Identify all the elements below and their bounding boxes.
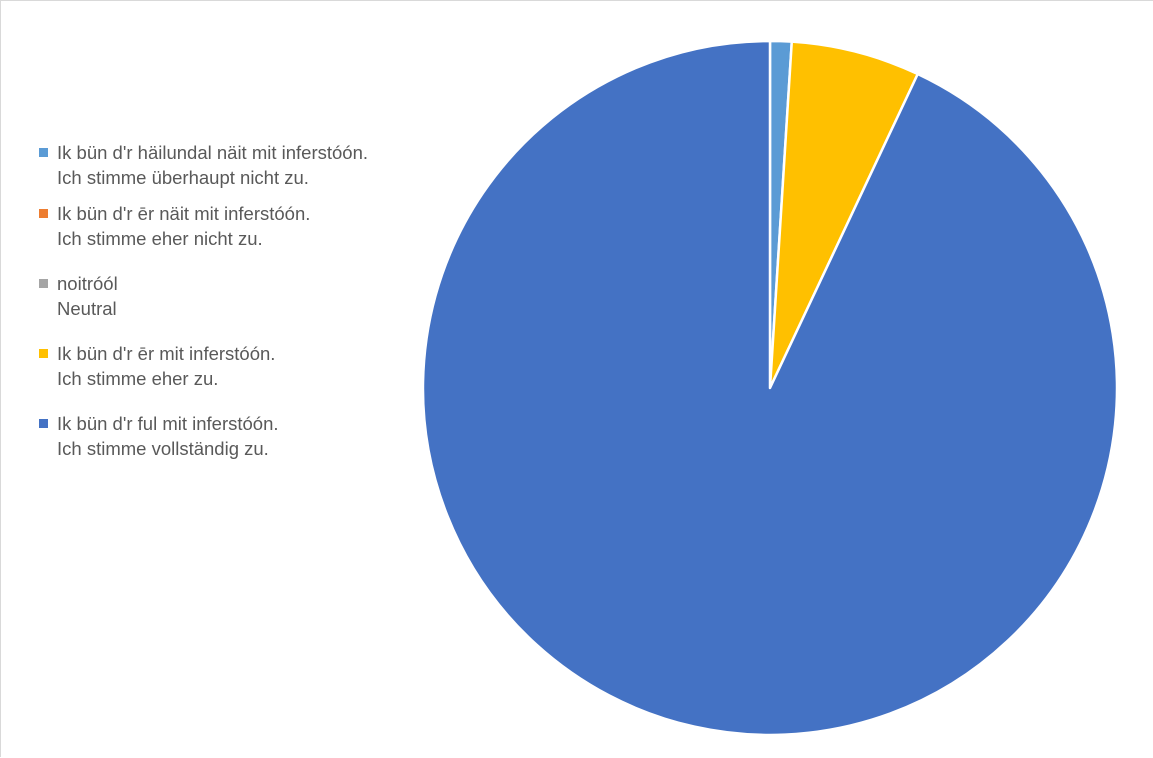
legend-label: Ik bün d'r ēr mit inferstóón. Ich stimme… bbox=[57, 343, 276, 389]
legend-label: Ik bün d'r ēr näit mit inferstóón. Ich s… bbox=[57, 203, 311, 249]
legend-item-strongly-disagree: Ik bün d'r häilundal näit mit inferstóón… bbox=[39, 140, 399, 190]
legend-item-strongly-agree: Ik bün d'r ful mit inferstóón. Ich stimm… bbox=[39, 411, 399, 461]
legend-label: noitróól Neutral bbox=[57, 273, 118, 319]
legend-item-agree: Ik bün d'r ēr mit inferstóón. Ich stimme… bbox=[39, 341, 399, 391]
pie-slice-strongly-agree bbox=[421, 39, 1119, 737]
legend-label: Ik bün d'r ful mit inferstóón. Ich stimm… bbox=[57, 413, 279, 459]
legend-swatch bbox=[39, 209, 48, 218]
legend: Ik bün d'r häilundal näit mit inferstóón… bbox=[39, 140, 399, 474]
legend-label: Ik bün d'r häilundal näit mit inferstóón… bbox=[57, 142, 369, 188]
legend-item-disagree: Ik bün d'r ēr näit mit inferstóón. Ich s… bbox=[39, 201, 399, 251]
legend-swatch bbox=[39, 419, 48, 428]
pie-slice-agree bbox=[768, 40, 919, 390]
legend-swatch bbox=[39, 279, 48, 288]
legend-swatch bbox=[39, 148, 48, 157]
legend-swatch bbox=[39, 349, 48, 358]
legend-item-neutral: noitróól Neutral bbox=[39, 271, 399, 321]
